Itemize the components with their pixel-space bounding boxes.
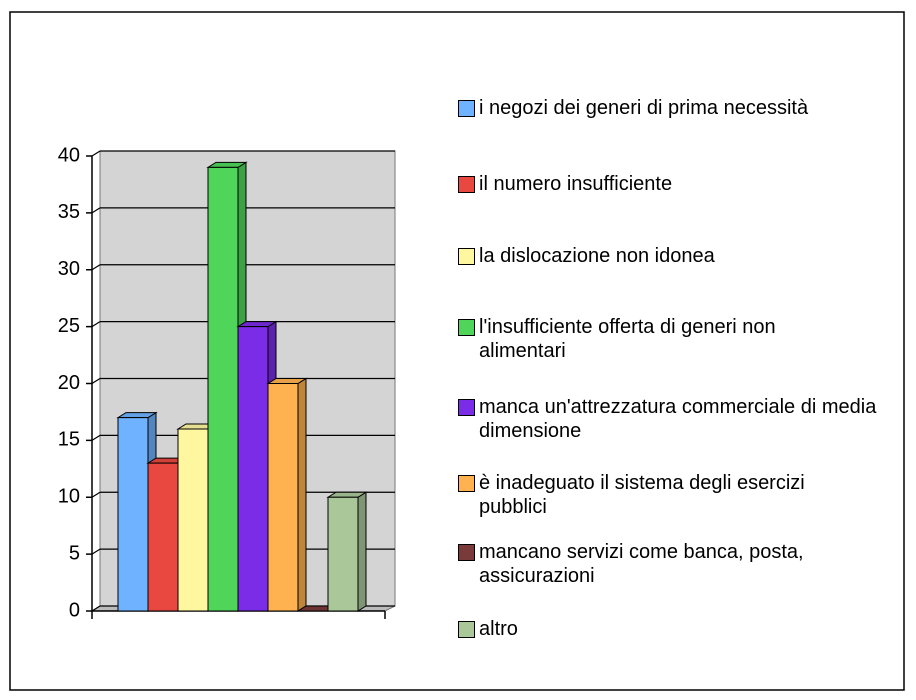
- legend-label: la dislocazione non idonea: [479, 245, 715, 267]
- bar: [117, 417, 149, 612]
- legend-label: l'insufficiente offerta di generi non al…: [479, 316, 776, 362]
- legend-entry: il numero insufficiente: [458, 172, 914, 196]
- legend-swatch: [458, 100, 475, 117]
- y-tick-label: 20: [58, 372, 80, 394]
- legend-swatch: [458, 475, 475, 492]
- legend-entry: i negozi dei generi di prima necessità: [458, 96, 914, 120]
- bar: [207, 166, 239, 612]
- legend-label: è inadeguato il sistema degli esercizi p…: [479, 472, 805, 518]
- legend-swatch: [458, 544, 475, 561]
- grid-line: [91, 150, 101, 157]
- grid-line: [91, 605, 101, 612]
- grid-line: [91, 491, 101, 498]
- legend-label: mancano servizi come banca, posta, assic…: [479, 541, 804, 587]
- legend-entry: è inadeguato il sistema degli esercizi p…: [458, 471, 914, 519]
- legend-swatch: [458, 319, 475, 336]
- legend-swatch: [458, 176, 475, 193]
- legend-label: il numero insufficiente: [479, 173, 673, 195]
- legend-entry: l'insufficiente offerta di generi non al…: [458, 315, 914, 363]
- grid-line: [91, 321, 101, 328]
- bar-side: [297, 377, 307, 612]
- legend-entry: la dislocazione non idonea: [458, 244, 914, 268]
- grid-line: [91, 377, 101, 385]
- y-tick-label: 25: [58, 315, 80, 337]
- legend-swatch: [458, 248, 475, 265]
- legend-entry: altro: [458, 617, 914, 641]
- legend-entry: manca un'attrezzatura commerciale di med…: [458, 395, 914, 443]
- grid-line: [91, 548, 101, 555]
- grid-line: [91, 434, 101, 441]
- grid-line: [91, 264, 101, 271]
- y-tick-label: 15: [58, 429, 80, 451]
- legend-entry: mancano servizi come banca, posta, assic…: [458, 540, 914, 588]
- bar: [267, 383, 299, 612]
- grid-line: [91, 207, 101, 214]
- bar: [327, 496, 359, 612]
- bar-side: [357, 491, 367, 612]
- bar: [147, 462, 179, 612]
- y-tick-label: 5: [69, 542, 80, 564]
- legend-swatch: [458, 621, 475, 638]
- y-tick-label: 0: [69, 599, 80, 621]
- y-tick-label: 35: [58, 201, 80, 223]
- legend-label: manca un'attrezzatura commerciale di med…: [479, 396, 877, 442]
- y-tick-label: 30: [58, 258, 80, 280]
- legend-label: i negozi dei generi di prima necessità: [479, 97, 809, 119]
- legend-label: altro: [479, 618, 518, 640]
- y-tick-label: 10: [58, 486, 80, 508]
- legend-swatch: [458, 399, 475, 416]
- bar: [177, 428, 209, 612]
- y-tick-label: 40: [58, 144, 80, 166]
- bar: [237, 326, 269, 612]
